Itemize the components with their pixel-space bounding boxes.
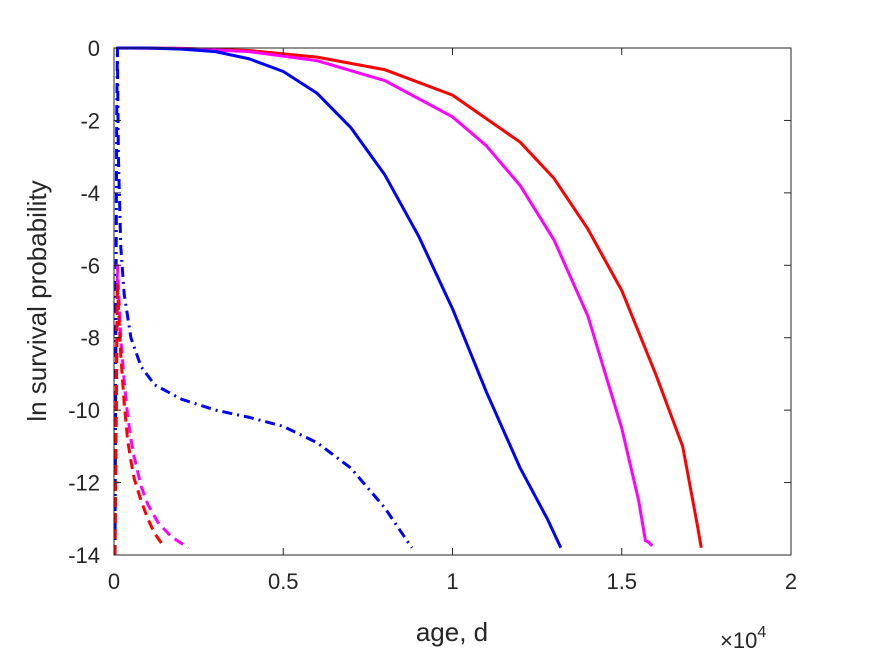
- series-line-6: [113, 281, 167, 556]
- y-tick-label: -10: [68, 398, 100, 423]
- x-tick-label: 1: [446, 569, 458, 594]
- y-axis-label: ln survival probability: [22, 180, 52, 421]
- x-tick-label: 2: [785, 569, 797, 594]
- series-line-2: [117, 46, 654, 547]
- x-tick-label: 0: [108, 569, 120, 594]
- y-tick-label: -6: [80, 253, 100, 278]
- x-axis-multiplier-base: ×10: [720, 628, 757, 653]
- y-tick-label: -14: [68, 543, 100, 568]
- y-tick-label: 0: [88, 36, 100, 61]
- y-tick-label: -12: [68, 471, 100, 496]
- ticks-layer: 0 0.5 1 1.5 2 0 -2 -4 -6 -8 -10 -12 -14: [68, 36, 797, 594]
- series-line-3: [117, 46, 563, 549]
- y-tick-label: -8: [80, 326, 100, 351]
- series-layer: [113, 46, 703, 556]
- x-axis-multiplier-exponent: 4: [757, 624, 766, 641]
- y-tick-label: -4: [80, 181, 100, 206]
- x-axis-label: age, d: [416, 617, 488, 647]
- series-line-4: [113, 46, 414, 556]
- x-tick-label: 1.5: [606, 569, 637, 594]
- series-line-5: [113, 263, 190, 556]
- x-tick-label: 0.5: [268, 569, 299, 594]
- y-tick-label: -2: [80, 108, 100, 133]
- plot-area: [114, 48, 791, 555]
- series-line-1: [117, 46, 703, 549]
- x-axis-multiplier: ×104: [720, 624, 766, 653]
